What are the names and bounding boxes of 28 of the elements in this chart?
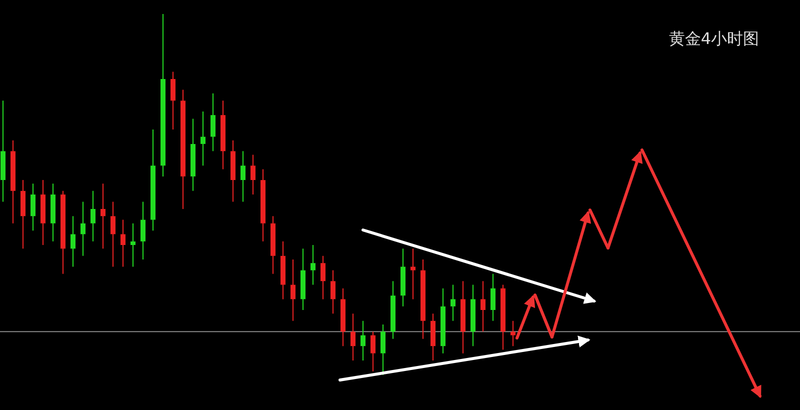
candlestick [110, 201, 116, 268]
candlestick [330, 270, 336, 314]
candlestick [360, 320, 366, 362]
candlestick [290, 258, 296, 322]
candlestick [320, 255, 326, 300]
candlestick [70, 216, 76, 268]
candlestick [140, 201, 146, 260]
candlestick [240, 150, 246, 202]
candlestick [30, 183, 36, 232]
candlestick [80, 201, 86, 256]
candlestick [450, 284, 456, 322]
candlestick [490, 273, 496, 322]
candlestick [130, 222, 136, 268]
text: 黄金4小时图 [668, 29, 760, 48]
candlestick [510, 320, 516, 347]
candlestick [100, 183, 106, 250]
candlestick [120, 219, 126, 268]
candlestick [370, 331, 376, 372]
candlestick [350, 313, 356, 362]
candlestick [310, 244, 316, 286]
candlestick [90, 190, 96, 242]
candlestick [480, 280, 486, 332]
candlestick [200, 110, 206, 166]
candlestick [410, 248, 416, 300]
candlestick [380, 324, 386, 376]
candlestick [170, 71, 176, 130]
candlestick [210, 92, 216, 152]
candlestick [250, 154, 256, 195]
